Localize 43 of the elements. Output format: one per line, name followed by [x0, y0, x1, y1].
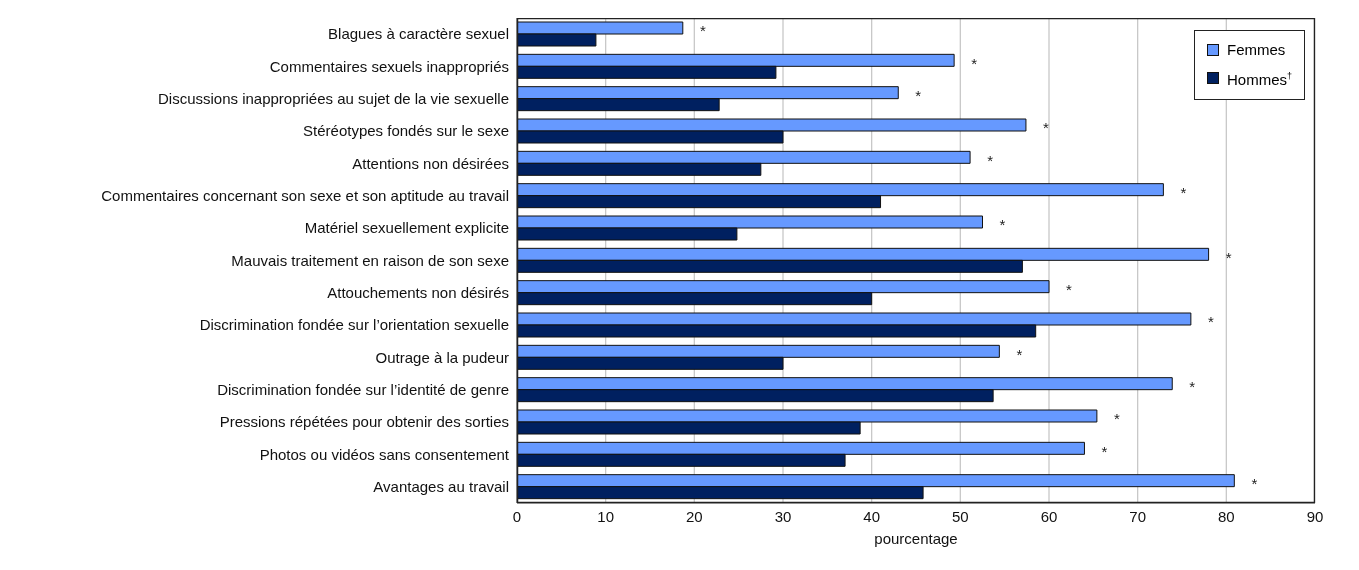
y-tick-label: Commentaires sexuels inappropriés: [269, 57, 509, 75]
x-tick-label: 10: [597, 507, 615, 525]
legend-label: Hommes$^{†}$: [1226, 71, 1292, 88]
annotation: *: [1251, 474, 1258, 492]
annotation: *: [999, 216, 1006, 234]
annotation: *: [1189, 377, 1196, 395]
x-tick-label: 70: [1129, 507, 1147, 525]
annotation: *: [1180, 183, 1187, 201]
x-tick-label: 90: [1306, 507, 1324, 525]
x-tick-label: 0: [512, 507, 522, 525]
y-tick-label: Attouchements non désirés: [327, 284, 509, 302]
y-tick-label: Discrimination fondée sur l’orientation sexuelle: [199, 316, 509, 334]
y-tick-label: Attentions non désirées: [352, 154, 509, 172]
y-tick-label: Mauvais traitement en raison de son sexe: [231, 251, 509, 269]
x-tick-label: 20: [685, 507, 703, 525]
y-tick-label: Avantages au travail: [373, 478, 509, 496]
annotation: *: [1113, 410, 1120, 428]
legend-label: Femmes: [1226, 41, 1286, 58]
annotation: *: [1101, 442, 1108, 460]
y-tick-label: Pressions répétées pour obtenir des sorties: [219, 413, 509, 431]
y-tick-label: Commentaires concernant son sexe et son aptitude au travail: [101, 187, 509, 205]
x-tick-label: 40: [863, 507, 881, 525]
y-tick-label: Outrage à la pudeur: [375, 348, 509, 366]
y-tick-label: Stéréotypes fondés sur le sexe: [303, 122, 509, 140]
y-tick-label: Blagues à caractère sexuel: [328, 25, 509, 43]
annotation: *: [699, 22, 706, 40]
y-tick-label: Matériel sexuellement explicite: [304, 219, 509, 237]
annotation: *: [915, 86, 922, 104]
annotation: *: [987, 151, 994, 169]
annotation: *: [971, 54, 978, 72]
annotation: *: [1225, 248, 1232, 266]
y-tick-label: Photos ou vidéos sans consentement: [259, 445, 510, 463]
y-tick-label: Discussions inappropriées au sujet de la vie sexuelle: [157, 90, 509, 108]
annotation: *: [1066, 280, 1073, 298]
x-tick-label: 50: [951, 507, 969, 525]
annotation: *: [1207, 313, 1214, 331]
annotation: *: [1016, 345, 1023, 363]
x-tick-label: 30: [774, 507, 792, 525]
x-tick-label: 80: [1217, 507, 1235, 525]
x-axis-title: pourcentage: [874, 530, 958, 547]
y-tick-label: Discrimination fondée sur l’identité de genre: [217, 381, 509, 399]
x-tick-label: 60: [1040, 507, 1058, 525]
annotation: *: [1043, 119, 1050, 137]
